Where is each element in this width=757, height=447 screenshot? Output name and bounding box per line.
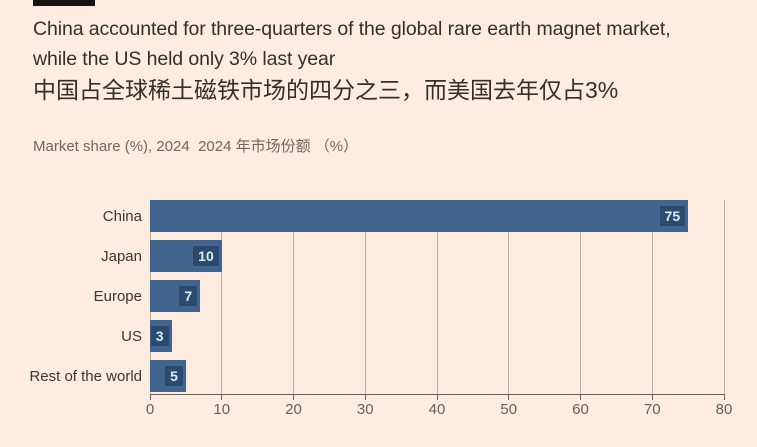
- x-axis-tick-50: [508, 394, 510, 400]
- x-axis-tick-60: [580, 394, 581, 400]
- x-axis-tick-label-80: 80: [715, 401, 733, 418]
- x-axis-tick-label-20: 20: [285, 401, 302, 418]
- value-label-rest-of-the-world: 5: [165, 366, 183, 386]
- chart-subtitle: Market share (%), 2024 2024 年市场份额 （%）: [33, 138, 359, 155]
- gridline-10: [221, 200, 223, 394]
- category-label-china: China: [102, 207, 142, 225]
- value-label-europe: 7: [179, 286, 198, 306]
- gridline-60: [580, 200, 581, 394]
- category-label-rest-of-the-world: Rest of the world: [29, 367, 142, 385]
- gridline-80: [723, 200, 725, 394]
- bar-rest-of-the-world: 5: [150, 360, 186, 392]
- value-label-us: 3: [150, 326, 169, 346]
- x-axis-tick-label-60: 60: [572, 401, 589, 418]
- x-axis-tick-label-50: 50: [500, 401, 518, 418]
- category-label-us: US: [121, 327, 142, 345]
- chart-title-line-1: China accounted for three-quarters of th…: [33, 18, 671, 40]
- bar-china: 75: [150, 200, 689, 232]
- x-axis-tick-20: [293, 394, 294, 400]
- category-label-japan: Japan: [101, 247, 142, 265]
- chart-title-chinese: 中国占全球稀土磁铁市场的四分之三，而美国去年仅占3%: [33, 77, 619, 103]
- bar-europe: 7: [150, 280, 201, 312]
- x-axis-tick-70: [651, 394, 653, 400]
- bar-chart-plot-area: 75 10 7 3 5: [149, 200, 725, 400]
- x-axis-tick-10: [221, 394, 223, 400]
- chart-title-line-2: while the US held only 3% last year: [33, 48, 336, 70]
- x-axis-tick-0: [149, 394, 151, 400]
- gridline-30: [364, 200, 366, 394]
- x-axis-tick-label-10: 10: [213, 401, 231, 418]
- x-axis-tick-label-70: 70: [643, 401, 661, 418]
- value-label-japan: 10: [193, 246, 219, 266]
- bar-us: 3: [150, 320, 172, 352]
- x-axis-tick-label-30: 30: [356, 401, 374, 418]
- value-label-china: 75: [659, 206, 686, 226]
- gridline-40: [436, 200, 438, 394]
- top-rule-bar: [33, 0, 95, 6]
- category-axis-labels: China Japan Europe US Rest of the world: [0, 200, 142, 394]
- x-axis-tick-30: [364, 394, 366, 400]
- bar-japan: 10: [150, 240, 222, 272]
- x-axis-tick-40: [436, 394, 438, 400]
- x-axis-tick-label-0: 0: [145, 401, 155, 418]
- gridline-20: [293, 200, 294, 394]
- x-axis-tick-80: [723, 394, 725, 400]
- gridline-70: [651, 200, 653, 394]
- category-label-europe: Europe: [93, 287, 142, 305]
- x-axis-tick-label-40: 40: [428, 401, 446, 418]
- chart-title-english: China accounted for three-quarters of th…: [33, 14, 753, 74]
- gridline-50: [508, 200, 510, 394]
